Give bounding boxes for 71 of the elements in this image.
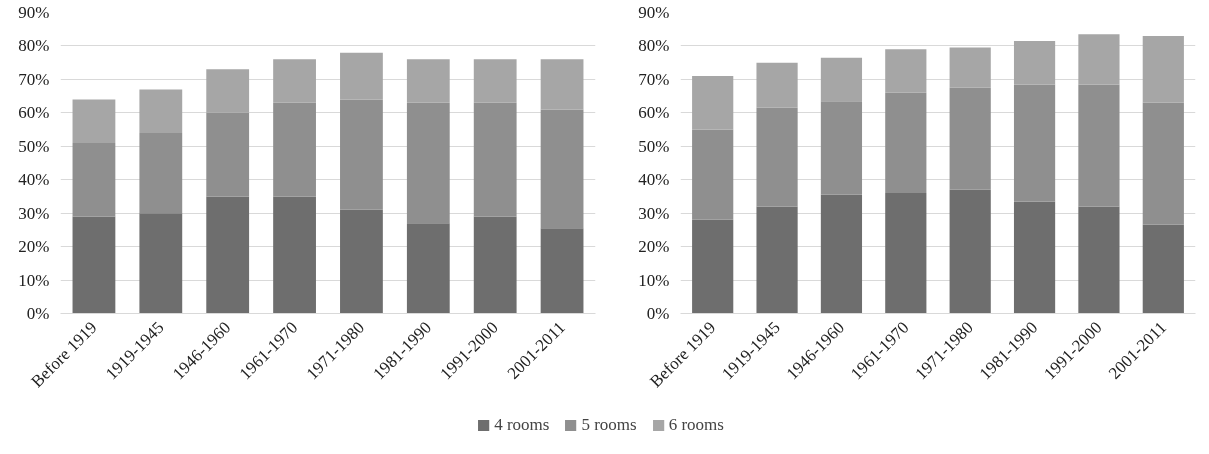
y-tick-label: 50%	[638, 136, 670, 156]
bar	[72, 142, 116, 217]
bar	[1142, 35, 1184, 103]
bar	[756, 206, 798, 314]
bar	[1013, 40, 1056, 85]
bar	[340, 99, 383, 210]
y-tick-label: 20%	[638, 237, 670, 257]
y-tick-label: 70%	[638, 69, 670, 89]
bar	[692, 76, 734, 130]
bar	[692, 219, 734, 314]
bar	[1013, 201, 1056, 314]
y-tick-label: 60%	[638, 103, 670, 123]
bar	[273, 196, 316, 314]
bar	[406, 59, 450, 103]
bar	[72, 99, 116, 143]
y-tick-label: 40%	[18, 170, 50, 190]
bar	[273, 59, 316, 103]
y-tick-label: 0%	[646, 304, 670, 323]
y-tick-label: 40%	[638, 170, 670, 190]
bar	[820, 194, 863, 314]
bar	[206, 69, 250, 113]
bar	[756, 62, 798, 108]
bar	[139, 89, 183, 133]
y-tick-label: 80%	[638, 36, 670, 56]
y-tick-label: 20%	[18, 237, 50, 257]
bar	[820, 101, 863, 195]
y-tick-label: 90%	[638, 3, 670, 22]
bar	[949, 47, 991, 88]
y-tick-label: 10%	[638, 270, 670, 290]
y-tick-label: 30%	[638, 203, 670, 223]
bar	[1078, 34, 1120, 85]
bar	[756, 107, 798, 207]
y-tick-label: 70%	[18, 69, 50, 89]
bar	[949, 189, 991, 314]
legend-label: 6 rooms	[668, 415, 724, 435]
bar	[72, 216, 116, 314]
bar	[540, 59, 584, 110]
bar	[206, 112, 250, 197]
bar	[340, 52, 383, 100]
bar	[692, 129, 734, 220]
bar	[340, 209, 383, 314]
bar	[206, 196, 250, 314]
bar	[885, 92, 927, 194]
bar	[1142, 102, 1184, 225]
bar	[139, 132, 183, 214]
bar	[540, 228, 584, 314]
bar	[1013, 84, 1056, 202]
y-tick-label: 0%	[26, 304, 50, 323]
legend-label: 4 rooms	[494, 415, 550, 435]
y-tick-label: 60%	[18, 103, 50, 123]
bar	[885, 193, 927, 314]
bar	[1078, 84, 1120, 207]
bar	[473, 216, 517, 314]
bar	[406, 102, 450, 224]
bar	[949, 87, 991, 190]
bar	[473, 59, 517, 103]
bar	[273, 102, 316, 197]
y-tick-label: 80%	[18, 36, 50, 56]
bar	[820, 57, 863, 102]
bar	[540, 109, 584, 229]
bar	[1078, 206, 1120, 314]
y-tick-label: 10%	[18, 270, 50, 290]
legend-label: 5 rooms	[581, 415, 637, 435]
y-tick-label: 50%	[18, 136, 50, 156]
bar	[473, 102, 517, 217]
y-tick-label: 30%	[18, 203, 50, 223]
bar	[885, 49, 927, 93]
bar	[406, 223, 450, 314]
y-tick-label: 90%	[18, 3, 50, 22]
bar	[1142, 224, 1184, 314]
bar	[139, 213, 183, 314]
